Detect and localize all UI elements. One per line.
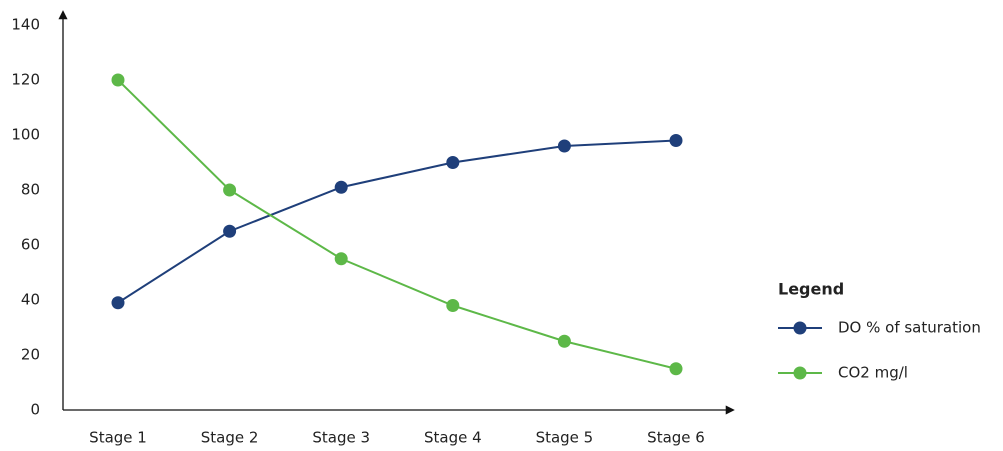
legend-swatch-marker [793,321,807,335]
y-tick-label: 40 [21,291,40,309]
legend: Legend DO % of saturation CO2 mg/l [778,280,981,382]
data-point [334,180,348,194]
legend-label: DO % of saturation [838,319,981,337]
x-tick-label: Stage 5 [536,429,594,447]
series-1 [111,134,683,310]
legend-title: Legend [778,280,844,299]
data-point [334,252,348,266]
tick-labels: 0 20 40 60 80 100 120 140 Stage 1 Stage 2 Stage 3 S… [11,16,704,447]
y-tick-label: 100 [11,126,40,144]
y-tick-label: 60 [21,236,40,254]
y-tick-label: 0 [30,401,40,419]
legend-item: DO % of saturation [778,319,981,337]
series-2 [111,73,683,376]
data-point [669,362,683,376]
axes [58,10,735,415]
data-point [223,183,237,197]
x-tick-label: Stage 1 [89,429,147,447]
legend-label: CO2 mg/l [838,364,908,382]
data-point [223,224,237,238]
legend-item: CO2 mg/l [778,364,908,382]
legend-swatch-marker [793,366,807,380]
x-tick-label: Stage 4 [424,429,482,447]
y-tick-label: 140 [11,16,40,34]
data-point [446,299,460,312]
data-point [111,296,125,310]
data-point [557,334,571,348]
series-line [117,139,677,304]
y-tick-label: 80 [21,181,40,199]
data-point [446,156,460,169]
series [111,73,683,376]
data-point [111,73,125,87]
y-tick-label: 120 [11,71,40,89]
x-tick-label: Stage 3 [312,429,370,447]
data-point [557,139,571,153]
data-point [669,134,683,147]
x-tick-label: Stage 2 [201,429,259,447]
series-line [117,79,677,370]
x-tick-label: Stage 6 [647,429,705,447]
y-tick-label: 20 [21,346,40,364]
